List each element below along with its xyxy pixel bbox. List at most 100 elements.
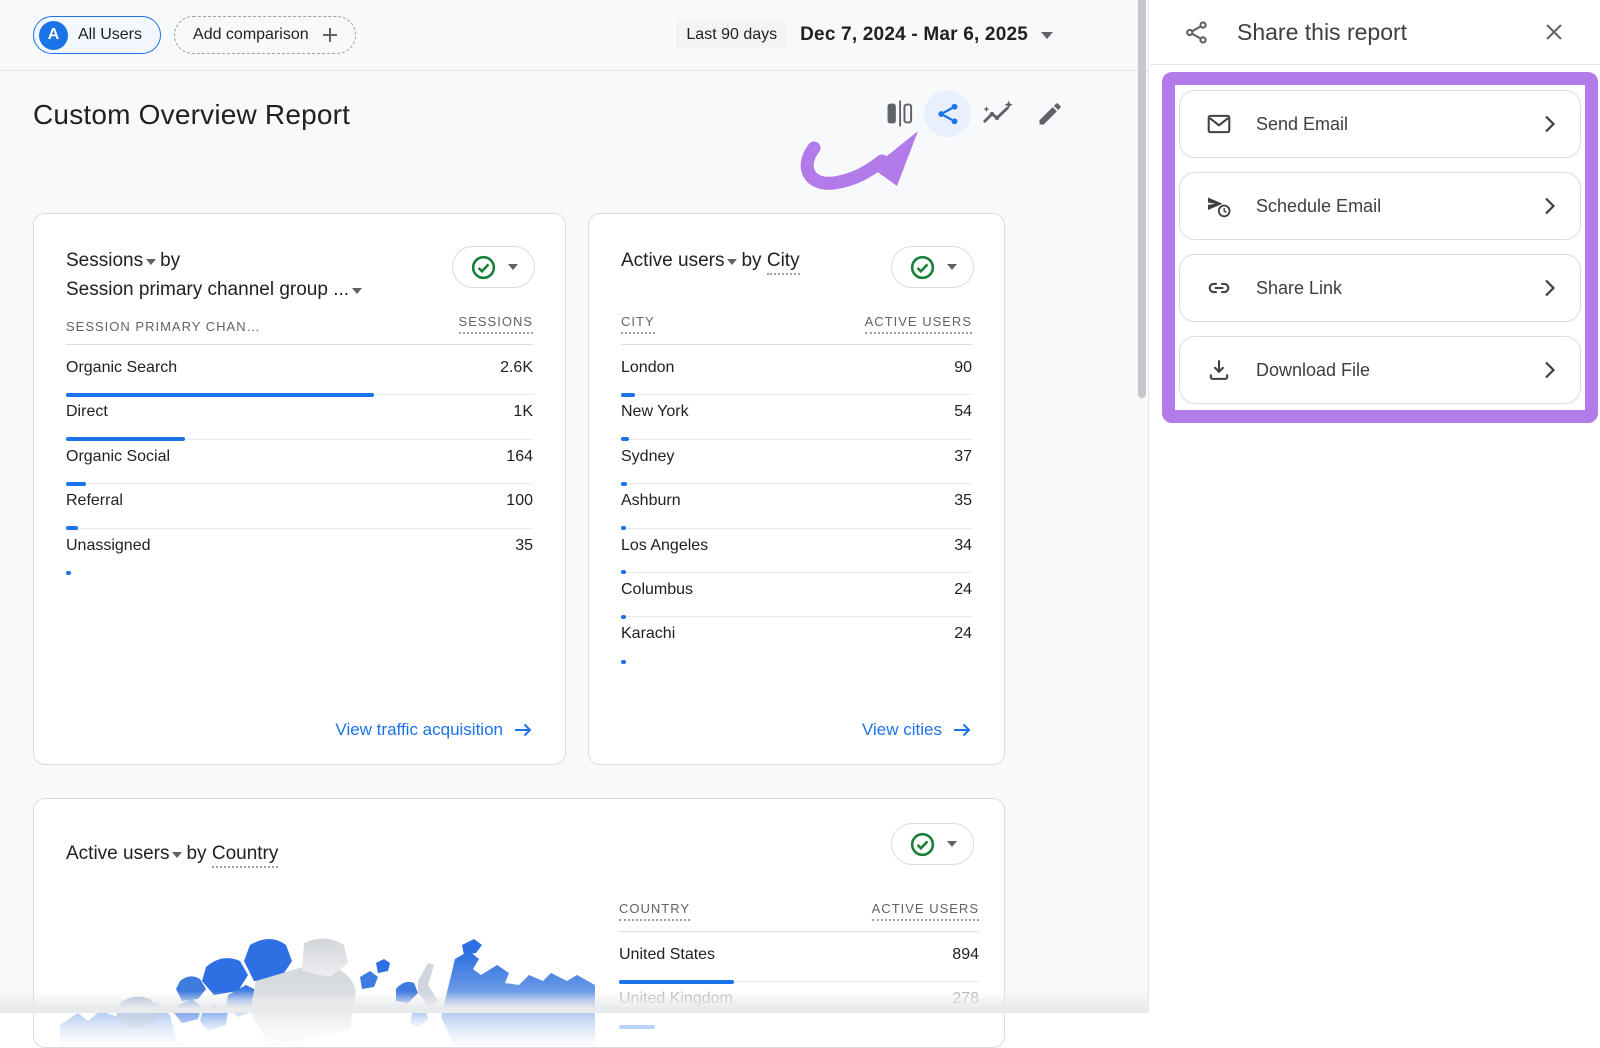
arrow-right-icon: [952, 721, 972, 739]
metric-column-header[interactable]: ACTIVE USERS: [871, 901, 979, 921]
share-report-button[interactable]: [924, 90, 971, 137]
chevron-down-icon: [146, 259, 157, 265]
dimension-link[interactable]: City: [766, 250, 800, 275]
metric-column-header[interactable]: ACTIVE USERS: [864, 314, 972, 334]
chevron-down-icon: [507, 264, 518, 270]
row-bar: [66, 392, 375, 397]
row-value: 24: [954, 580, 972, 598]
plus-icon: [321, 26, 339, 44]
footer-link-label: View cities: [862, 720, 942, 739]
add-comparison-button[interactable]: Add comparison: [174, 16, 356, 54]
table-body: United States894United Kingdom278: [619, 938, 979, 1030]
row-label: New York: [621, 403, 689, 421]
row-value: 2.6K: [500, 359, 533, 376]
all-users-label: All Users: [78, 26, 143, 43]
row-bar: [619, 1025, 655, 1030]
view-traffic-acquisition-link[interactable]: View traffic acquisition: [335, 720, 533, 740]
dimension-link[interactable]: Country: [211, 843, 279, 868]
card-title[interactable]: Active users by City: [621, 246, 800, 275]
table-row: United States 894: [619, 938, 979, 984]
date-range-picker[interactable]: Last 90 days Dec 7, 2024 - Mar 6, 2025: [676, 21, 1053, 49]
download-file-button[interactable]: Download File: [1179, 336, 1581, 404]
row-value: 24: [954, 625, 972, 643]
table-header: COUNTRY ACTIVE USERS: [619, 901, 979, 932]
mail-icon: [1206, 111, 1232, 137]
row-bar: [621, 481, 627, 486]
view-cities-link[interactable]: View cities: [862, 720, 972, 740]
row-value: 37: [954, 447, 972, 465]
schedule-send-icon: [1206, 193, 1232, 220]
dimension-column-header[interactable]: CITY: [621, 314, 655, 334]
date-range-text: Dec 7, 2024 - Mar 6, 2025: [800, 24, 1028, 45]
comparison-toggle-button[interactable]: [885, 100, 915, 127]
chevron-down-icon: [727, 259, 738, 265]
metric-dropdown[interactable]: Active users: [66, 843, 170, 864]
table-header: SESSION PRIMARY CHAN… SESSIONS: [66, 314, 533, 345]
chevron-down-icon: [352, 288, 363, 294]
row-bar: [66, 526, 79, 531]
chevron-down-icon: [172, 852, 183, 858]
metric-column-header[interactable]: SESSIONS: [458, 314, 533, 334]
link-icon: [1206, 274, 1232, 302]
send-email-button[interactable]: Send Email: [1179, 90, 1581, 158]
dimension-column-header[interactable]: SESSION PRIMARY CHAN…: [66, 319, 261, 334]
share-panel: Share this report Send Email Schedule Ema…: [1150, 0, 1600, 1013]
all-users-chip[interactable]: A All Users: [33, 16, 162, 54]
row-bar: [621, 526, 627, 531]
option-label: Send Email: [1256, 113, 1349, 134]
row-label: Sydney: [621, 447, 675, 465]
top-bar: A All Users Add comparison Last 90 days …: [0, 0, 1148, 71]
row-label: Organic Search: [66, 359, 178, 376]
row-bar: [619, 979, 735, 984]
check-circle-icon: [470, 254, 497, 281]
row-label: Ashburn: [621, 492, 681, 510]
close-icon: [1542, 20, 1566, 44]
row-value: 1K: [513, 403, 533, 421]
table-row: Los Angeles 34: [621, 529, 972, 575]
dimension-dropdown[interactable]: Session primary channel group ...: [66, 279, 350, 300]
insights-button[interactable]: [980, 99, 1014, 129]
report-toolbar: [885, 90, 1064, 137]
metric-dropdown[interactable]: Sessions: [66, 250, 144, 271]
comparison-icon: [885, 100, 915, 127]
row-label: Referral: [66, 492, 123, 510]
world-map: [60, 885, 605, 1047]
row-bar: [621, 392, 635, 397]
share-link-button[interactable]: Share Link: [1179, 254, 1581, 322]
schedule-email-button[interactable]: Schedule Email: [1179, 172, 1581, 240]
card-title[interactable]: Active users by Country: [66, 839, 279, 868]
card-title[interactable]: Sessions by Session primary channel group…: [66, 246, 366, 304]
metric-status-dropdown[interactable]: [452, 246, 535, 288]
share-icon: [1183, 19, 1210, 46]
table-row: Referral 100: [66, 484, 533, 531]
share-options-highlight-box: Send Email Schedule Email Share Link Downlo…: [1162, 72, 1598, 423]
row-label: Karachi: [621, 625, 676, 643]
insights-icon: [980, 99, 1014, 129]
page-title: Custom Overview Report: [33, 99, 351, 130]
table-body: Organic Search 2.6K Direct 1K Organic Social…: [66, 351, 533, 576]
option-label: Download File: [1256, 359, 1371, 380]
check-circle-icon: [909, 831, 936, 858]
row-value: 35: [954, 492, 972, 510]
table-row: Columbus 24: [621, 573, 972, 619]
share-panel-header: Share this report: [1150, 0, 1600, 65]
table-row: Direct 1K: [66, 395, 533, 442]
footer-link-label: View traffic acquisition: [335, 720, 503, 739]
connector-text: by: [160, 250, 181, 271]
table-row: Unassigned 35: [66, 529, 533, 576]
metric-dropdown[interactable]: Active users: [621, 250, 725, 271]
dimension-column-header[interactable]: COUNTRY: [619, 901, 691, 921]
chevron-down-icon: [1041, 31, 1053, 39]
row-bar: [621, 614, 626, 619]
vertical-scrollbar[interactable]: [1138, 0, 1146, 398]
share-icon: [935, 101, 961, 127]
row-value: 164: [506, 447, 533, 465]
row-label: Columbus: [621, 580, 694, 598]
close-panel-button[interactable]: [1538, 16, 1570, 48]
edit-report-button[interactable]: [1036, 100, 1064, 128]
table-row: Ashburn 35: [621, 484, 972, 531]
metric-status-dropdown[interactable]: [891, 246, 974, 288]
row-label: United States: [619, 946, 716, 963]
download-icon: [1206, 357, 1232, 383]
metric-status-dropdown[interactable]: [891, 823, 974, 865]
